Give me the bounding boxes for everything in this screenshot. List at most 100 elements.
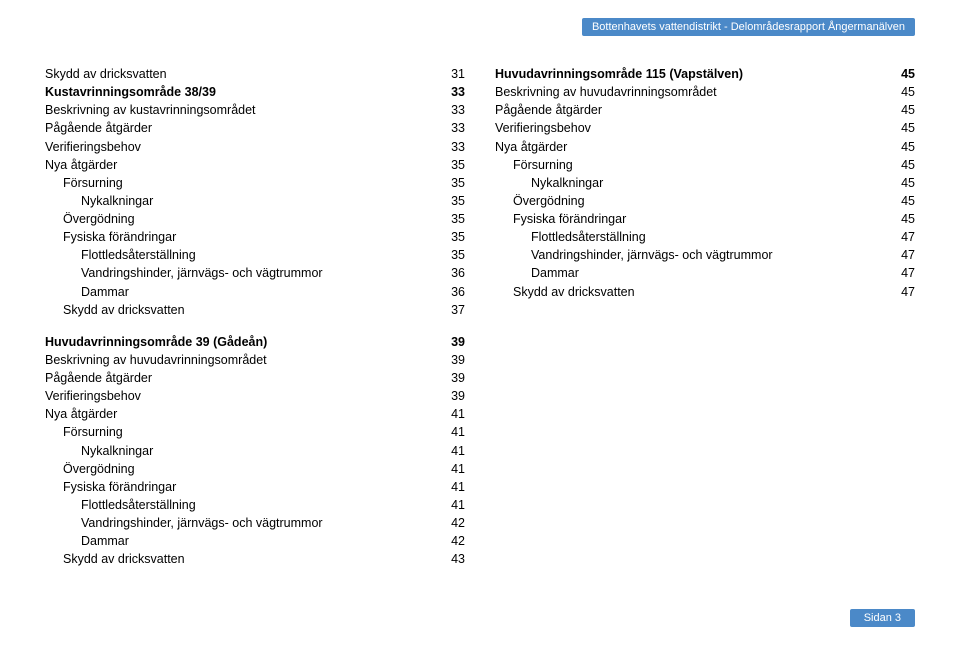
toc-page-number: 33: [443, 119, 465, 137]
header-text: Bottenhavets vattendistrikt - Delområdes…: [592, 21, 905, 33]
toc-page-number: 45: [893, 174, 915, 192]
toc-row: Verifieringsbehov45: [495, 119, 915, 137]
toc-content: Skydd av dricksvatten 31Kustavrinningsomr…: [45, 65, 915, 568]
toc-row: Nya åtgärder 45: [495, 138, 915, 156]
toc-label: Verifieringsbehov: [495, 119, 591, 137]
toc-row: Övergödning 41: [45, 460, 465, 478]
toc-label: Beskrivning av huvudavrinningsområdet: [495, 83, 717, 101]
toc-label: Nykalkningar: [495, 174, 603, 192]
toc-page-number: 31: [443, 65, 465, 83]
toc-label: Nykalkningar: [45, 442, 153, 460]
toc-page-number: 39: [443, 351, 465, 369]
toc-row: Försurning45: [495, 156, 915, 174]
toc-row: Vandringshinder, järnvägs- och vägtrummo…: [45, 264, 465, 282]
toc-label: Skydd av dricksvatten: [45, 301, 185, 319]
toc-label: Nya åtgärder: [45, 405, 117, 423]
toc-page-number: 45: [893, 101, 915, 119]
toc-label: Dammar: [45, 532, 129, 550]
toc-label: Pågående åtgärder: [45, 119, 152, 137]
toc-row: Flottledsåterställning 41: [45, 496, 465, 514]
toc-row: Verifieringsbehov33: [45, 138, 465, 156]
toc-row: Försurning 35: [45, 174, 465, 192]
toc-row: Vandringshinder, järnvägs- och vägtrummo…: [495, 246, 915, 264]
toc-page-number: 45: [893, 192, 915, 210]
toc-row: Beskrivning av huvudavrinningsområdet 45: [495, 83, 915, 101]
toc-page-number: 39: [443, 387, 465, 405]
toc-row: Verifieringsbehov39: [45, 387, 465, 405]
toc-row: Pågående åtgärder39: [45, 369, 465, 387]
toc-column-right: Huvudavrinningsområde 115 (Vapstälven) 45…: [495, 65, 915, 568]
toc-page-number: 41: [443, 405, 465, 423]
toc-label: Huvudavrinningsområde 39 (Gådeån): [45, 333, 267, 351]
toc-row: Nykalkningar35: [45, 192, 465, 210]
toc-row: Beskrivning av kustavrinningsområdet33: [45, 101, 465, 119]
toc-row: Pågående åtgärder45: [495, 101, 915, 119]
page: Bottenhavets vattendistrikt - Delområdes…: [0, 0, 960, 645]
toc-page-number: 45: [893, 138, 915, 156]
toc-row: Kustavrinningsområde 38/3933: [45, 83, 465, 101]
toc-row: Försurning41: [45, 423, 465, 441]
toc-row: Nya åtgärder 41: [45, 405, 465, 423]
section-gap: [45, 319, 465, 333]
toc-row: Skydd av dricksvatten43: [45, 550, 465, 568]
toc-page-number: 45: [893, 210, 915, 228]
toc-page-number: 41: [443, 460, 465, 478]
toc-label: Nya åtgärder: [495, 138, 567, 156]
toc-label: Nya åtgärder: [45, 156, 117, 174]
toc-label: Flottledsåterställning: [45, 496, 196, 514]
footer-bar: Sidan 3: [850, 609, 915, 627]
toc-label: Fysiska förändringar: [45, 228, 176, 246]
toc-row: Fysiska förändringar 41: [45, 478, 465, 496]
toc-row: Pågående åtgärder 33: [45, 119, 465, 137]
toc-page-number: 47: [893, 246, 915, 264]
toc-page-number: 36: [443, 283, 465, 301]
toc-page-number: 42: [443, 514, 465, 532]
toc-row: Nykalkningar41: [45, 442, 465, 460]
toc-label: Pågående åtgärder: [45, 369, 152, 387]
toc-row: Skydd av dricksvatten 47: [495, 283, 915, 301]
footer-text: Sidan 3: [864, 612, 901, 624]
toc-label: Fysiska förändringar: [45, 478, 176, 496]
toc-page-number: 35: [443, 156, 465, 174]
toc-row: Dammar 47: [495, 264, 915, 282]
toc-page-number: 33: [443, 138, 465, 156]
toc-row: Huvudavrinningsområde 39 (Gådeån)39: [45, 333, 465, 351]
toc-label: Huvudavrinningsområde 115 (Vapstälven): [495, 65, 743, 83]
toc-label: Försurning: [45, 174, 123, 192]
toc-label: Skydd av dricksvatten: [495, 283, 635, 301]
toc-row: Övergödning 45: [495, 192, 915, 210]
toc-row: Skydd av dricksvatten 31: [45, 65, 465, 83]
toc-label: Vandringshinder, järnvägs- och vägtrummo…: [45, 264, 323, 282]
toc-label: Övergödning: [495, 192, 585, 210]
toc-label: Försurning: [45, 423, 123, 441]
toc-label: Fysiska förändringar: [495, 210, 626, 228]
toc-page-number: 41: [443, 478, 465, 496]
toc-label: Flottledsåterställning: [495, 228, 646, 246]
toc-page-number: 36: [443, 264, 465, 282]
toc-page-number: 35: [443, 246, 465, 264]
toc-page-number: 47: [893, 283, 915, 301]
toc-page-number: 41: [443, 496, 465, 514]
toc-label: Vandringshinder, järnvägs- och vägtrummo…: [45, 514, 323, 532]
toc-page-number: 42: [443, 532, 465, 550]
toc-page-number: 47: [893, 264, 915, 282]
toc-label: Övergödning: [45, 210, 135, 228]
toc-row: Flottledsåterställning 47: [495, 228, 915, 246]
toc-label: Beskrivning av huvudavrinningsområdet: [45, 351, 267, 369]
toc-page-number: 47: [893, 228, 915, 246]
toc-row: Flottledsåterställning35: [45, 246, 465, 264]
toc-row: Skydd av dricksvatten37: [45, 301, 465, 319]
toc-page-number: 33: [443, 83, 465, 101]
toc-row: Nykalkningar 45: [495, 174, 915, 192]
toc-row: Övergödning35: [45, 210, 465, 228]
toc-page-number: 43: [443, 550, 465, 568]
toc-page-number: 45: [893, 83, 915, 101]
toc-row: Huvudavrinningsområde 115 (Vapstälven) 45: [495, 65, 915, 83]
toc-label: Vandringshinder, järnvägs- och vägtrummo…: [495, 246, 773, 264]
toc-label: Skydd av dricksvatten: [45, 65, 167, 83]
toc-page-number: 35: [443, 174, 465, 192]
toc-column-left: Skydd av dricksvatten 31Kustavrinningsomr…: [45, 65, 465, 568]
toc-label: Dammar: [495, 264, 579, 282]
toc-page-number: 45: [893, 65, 915, 83]
toc-label: Övergödning: [45, 460, 135, 478]
